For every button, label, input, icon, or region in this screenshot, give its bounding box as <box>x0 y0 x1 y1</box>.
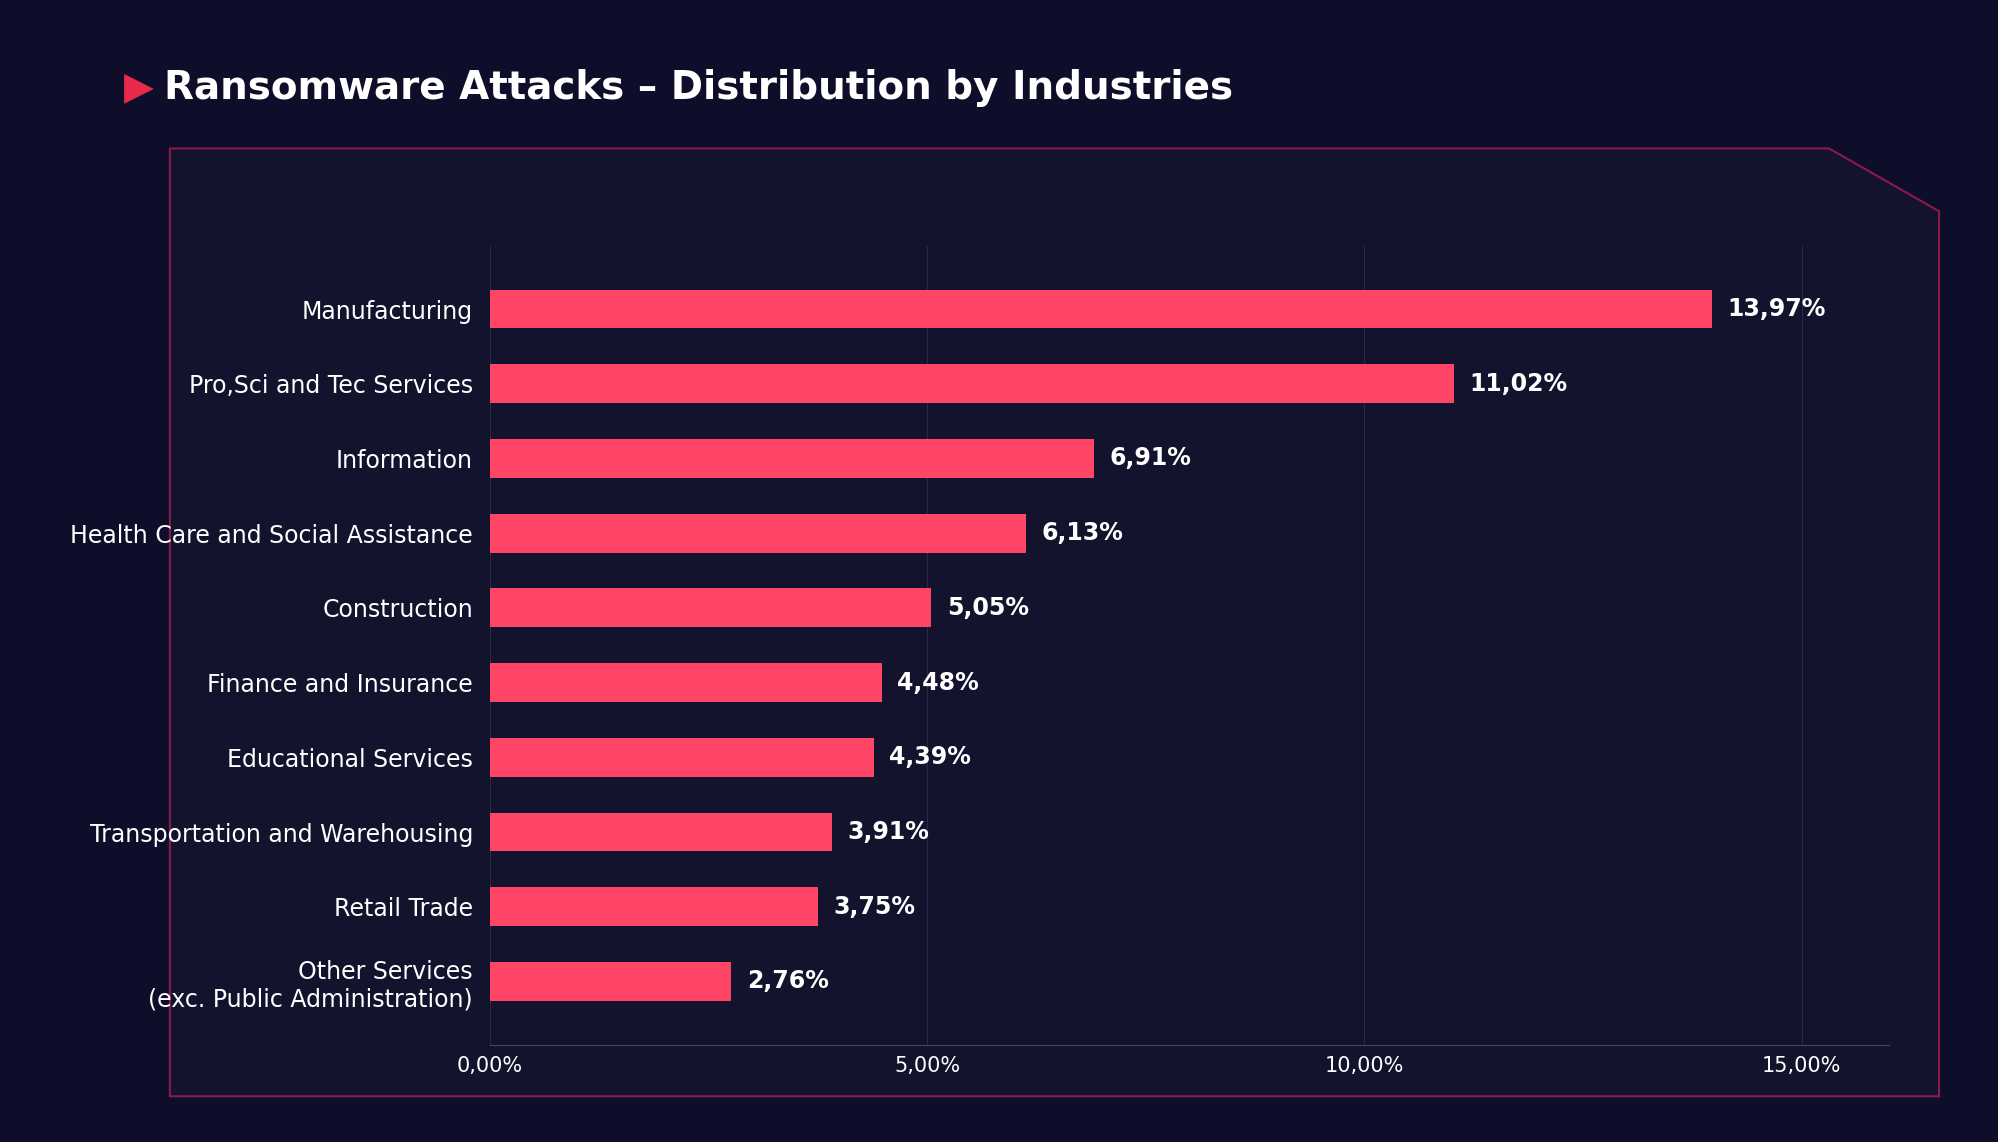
Polygon shape <box>490 246 1888 1045</box>
Text: 5,05%: 5,05% <box>947 596 1029 620</box>
Text: 3,91%: 3,91% <box>847 820 929 844</box>
Bar <box>490 514 1025 553</box>
Text: 13,97%: 13,97% <box>1726 297 1824 321</box>
Text: 3,75%: 3,75% <box>833 894 915 918</box>
Text: Ransomware Attacks – Distribution by Industries: Ransomware Attacks – Distribution by Ind… <box>164 69 1233 106</box>
Text: 6,91%: 6,91% <box>1109 447 1191 471</box>
Bar <box>490 364 1453 403</box>
Bar <box>490 813 831 852</box>
Text: 11,02%: 11,02% <box>1469 372 1566 396</box>
Text: 4,48%: 4,48% <box>897 670 979 694</box>
Bar <box>490 439 1093 477</box>
Bar <box>490 588 931 627</box>
Text: ▶: ▶ <box>124 69 154 106</box>
Text: 6,13%: 6,13% <box>1041 521 1123 545</box>
Bar <box>490 738 873 777</box>
Bar <box>490 887 817 926</box>
Text: 4,39%: 4,39% <box>889 746 971 770</box>
Text: 2,76%: 2,76% <box>747 970 829 994</box>
Bar <box>490 962 731 1000</box>
Bar <box>490 664 881 702</box>
Bar <box>490 290 1710 329</box>
